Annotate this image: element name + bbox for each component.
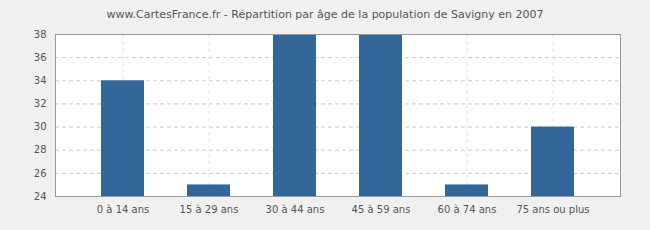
svg-text:30 à 44 ans: 30 à 44 ans <box>266 204 325 215</box>
svg-text:28: 28 <box>34 144 47 155</box>
svg-text:30: 30 <box>34 121 47 132</box>
html-text:www.CartesFrance.fr - Répartit: www.CartesFrance.fr - Répartition par âg… <box>106 8 544 21</box>
svg-text:45 à 59 ans: 45 à 59 ans <box>352 204 411 215</box>
svg-text:34: 34 <box>34 75 47 86</box>
svg-text:15 à 29 ans: 15 à 29 ans <box>180 204 239 215</box>
svg-text:38: 38 <box>34 29 47 40</box>
svg-text:0 à 14 ans: 0 à 14 ans <box>97 204 149 215</box>
svg-text:32: 32 <box>34 98 47 109</box>
svg-text:36: 36 <box>34 52 47 63</box>
svg-text:75 ans ou plus: 75 ans ou plus <box>516 204 589 215</box>
svg-text:24: 24 <box>34 191 47 202</box>
svg-text:26: 26 <box>34 168 47 179</box>
svg-text:60 à 74 ans: 60 à 74 ans <box>438 204 497 215</box>
